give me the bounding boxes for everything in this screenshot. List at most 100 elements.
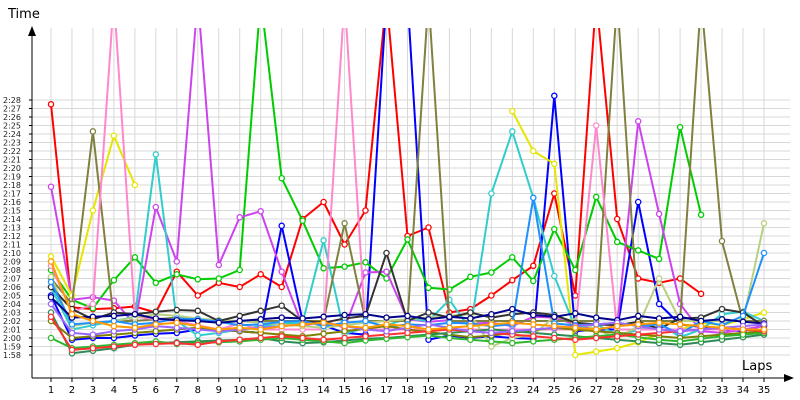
data-point: [655, 319, 663, 326]
data-point: [530, 338, 537, 345]
data-point: [341, 327, 348, 335]
data-point: [110, 317, 118, 325]
data-point: [634, 312, 642, 320]
data-point: [194, 307, 202, 315]
x-tick-label: 29: [632, 385, 645, 396]
data-point: [739, 312, 747, 320]
data-point: [257, 271, 264, 278]
data-point: [89, 300, 97, 308]
data-point: [194, 332, 202, 339]
y-tick-label: 2:01: [3, 326, 21, 335]
y-tick-label: 2:23: [3, 139, 21, 148]
x-tick-label: 7: [174, 385, 180, 396]
data-point: [236, 324, 243, 332]
data-point: [110, 132, 118, 139]
x-tick-label: 22: [485, 385, 498, 396]
data-point: [131, 254, 139, 261]
data-point: [488, 329, 495, 337]
data-point: [467, 315, 474, 322]
data-point: [383, 321, 390, 328]
x-tick-label: 34: [737, 385, 750, 396]
data-point: [152, 279, 160, 287]
data-point: [697, 335, 705, 343]
data-point: [215, 319, 223, 326]
y-tick-label: 2:26: [3, 113, 21, 122]
data-point: [152, 315, 160, 322]
data-point: [131, 310, 139, 318]
x-tick-label: 5: [132, 385, 138, 396]
y-tick-label: 2:17: [3, 190, 21, 199]
data-point: [341, 322, 348, 330]
data-point: [152, 321, 160, 328]
y-tick-label: 2:04: [3, 300, 21, 309]
data-point: [341, 241, 348, 248]
data-point: [362, 310, 369, 318]
data-point: [488, 338, 495, 345]
y-tick-label: 2:10: [3, 249, 21, 258]
x-tick-label: 19: [422, 385, 435, 396]
data-point: [257, 208, 264, 215]
data-point: [404, 236, 411, 243]
data-point: [89, 331, 97, 338]
data-point: [718, 316, 726, 323]
data-point: [718, 310, 726, 318]
y-tick-label: 2:24: [3, 130, 21, 139]
data-point: [215, 326, 223, 333]
data-point: [676, 327, 684, 335]
data-point: [320, 198, 327, 206]
data-point: [152, 308, 160, 315]
series-group: [47, 28, 768, 359]
y-tick-label: 2:25: [3, 122, 21, 131]
data-point: [572, 292, 579, 299]
data-point: [47, 334, 55, 342]
data-point: [425, 316, 432, 323]
data-point: [718, 237, 726, 245]
data-point: [215, 275, 223, 282]
y-tick-label: 2:11: [3, 241, 21, 250]
x-tick-label: 13: [296, 385, 309, 396]
data-point: [110, 276, 118, 284]
data-point: [551, 190, 558, 197]
data-point: [509, 276, 516, 284]
y-tick-label: 2:19: [3, 173, 21, 182]
data-point: [551, 313, 558, 321]
data-point: [613, 238, 621, 246]
data-point: [697, 211, 705, 219]
data-point: [613, 333, 621, 340]
data-point: [551, 322, 558, 330]
x-tick-label: 9: [216, 385, 222, 396]
x-tick-label: 20: [443, 385, 456, 396]
y-tick-label: 2:09: [3, 258, 21, 267]
data-point: [509, 128, 516, 135]
data-point: [613, 215, 621, 223]
data-point: [551, 160, 558, 168]
y-tick-label: 2:12: [3, 232, 21, 241]
x-tick-label: 15: [338, 385, 351, 396]
data-point: [488, 292, 495, 299]
data-point: [467, 322, 474, 330]
data-point: [718, 333, 726, 340]
data-point: [592, 334, 600, 342]
x-tick-label: 25: [548, 385, 561, 396]
data-point: [320, 319, 327, 326]
data-point: [320, 330, 327, 338]
data-point: [530, 311, 537, 319]
x-tick-label: 28: [611, 385, 624, 396]
series-18: [47, 258, 768, 333]
data-point: [215, 338, 223, 345]
data-point: [530, 321, 537, 328]
data-point: [47, 293, 55, 301]
data-point: [215, 261, 223, 269]
data-point: [572, 324, 579, 332]
y-tick-label: 2:22: [3, 147, 21, 156]
data-point: [634, 321, 642, 328]
data-point: [362, 317, 369, 325]
x-tick-label: 8: [195, 385, 201, 396]
data-point: [173, 258, 181, 265]
data-point: [110, 312, 118, 320]
data-point: [299, 315, 306, 322]
data-point: [488, 310, 495, 318]
data-point: [676, 123, 684, 131]
data-point: [446, 324, 453, 332]
